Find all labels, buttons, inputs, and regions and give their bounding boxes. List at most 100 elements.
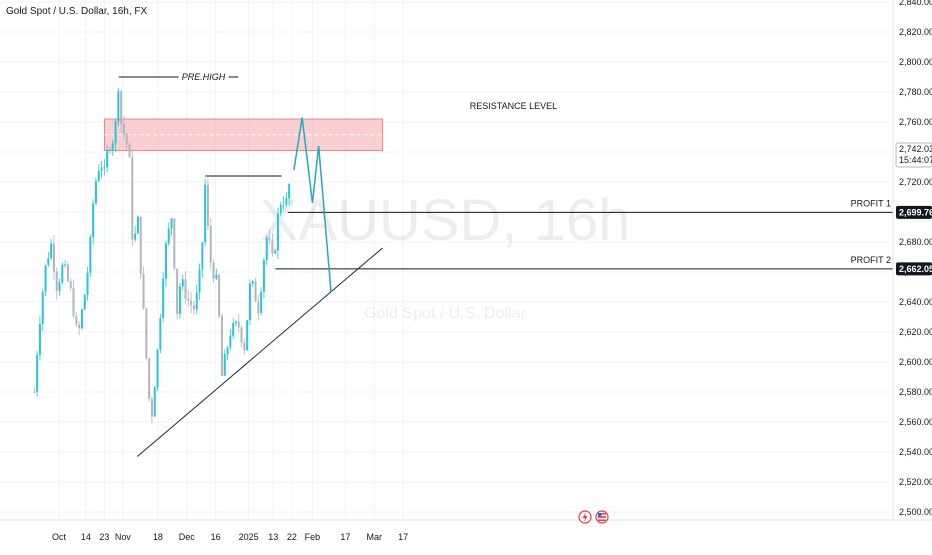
drawing-labels: PRE.HIGH RESISTANCE LEVEL PROFIT 1 PROFI… [182, 72, 891, 265]
candle-body [176, 268, 179, 314]
time-tick-label: 18 [153, 532, 163, 542]
candle-body [209, 225, 212, 263]
price-tick-label: 2,840.00 [899, 0, 932, 7]
candle-body [170, 218, 173, 229]
price-tick-label: 2,800.00 [899, 57, 932, 67]
candle-body [184, 279, 187, 299]
event-icons[interactable] [578, 510, 609, 524]
candle-body [251, 281, 254, 284]
candle-body [162, 278, 165, 318]
candle-body [226, 347, 229, 355]
candle-body [187, 298, 190, 301]
candle-body [66, 264, 69, 282]
candle-body [61, 264, 64, 283]
candle-body [50, 243, 53, 259]
candle-body [78, 324, 81, 329]
candle-body [64, 264, 67, 266]
time-tick-label: Feb [305, 532, 321, 542]
candle-body [145, 308, 148, 359]
price-tick-label: 2,580.00 [899, 387, 932, 397]
candle-body [265, 237, 268, 260]
candle-body [153, 387, 156, 417]
profit2-label: PROFIT 2 [851, 255, 891, 265]
candle-body [122, 123, 125, 134]
candle-body [134, 233, 137, 240]
candle-body [92, 203, 95, 238]
price-tick-label: 2,620.00 [899, 327, 932, 337]
candle-body [243, 342, 246, 351]
candle-body [41, 291, 44, 324]
candle-body [117, 91, 120, 121]
candle-body [131, 157, 134, 240]
candle-body [248, 283, 251, 321]
price-axis[interactable]: 2,500.00 2,520.00 2,540.00 2,560.00 2,580.00… [892, 0, 932, 520]
time-axis[interactable]: Oct 14 23 Nov 18 Dec 16 2025 13 22 Feb 17 Mar 17 [0, 519, 932, 550]
time-tick-label: Dec [179, 532, 196, 542]
profit1-price-badge [896, 205, 932, 219]
candle-body [156, 349, 159, 388]
pre-high-label: PRE.HIGH [182, 72, 226, 82]
projected-path [293, 117, 332, 292]
candle-body [268, 237, 271, 241]
price-tick-label: 2,600.00 [899, 357, 932, 367]
candle-body [229, 335, 232, 348]
candle-body [260, 291, 263, 314]
candle-body [136, 216, 139, 234]
us-flag-icon[interactable] [595, 510, 609, 524]
candle-body [240, 327, 243, 343]
time-tick-label: 22 [287, 532, 297, 542]
watermark: XAUUSD, 16h Gold Spot / U.S. Dollar [260, 188, 631, 322]
ascending-trendline [137, 247, 383, 457]
candle-body [167, 228, 170, 244]
profit1-price-value: 2,699.76 [899, 207, 932, 217]
candle-body [223, 354, 226, 376]
candle-body [111, 143, 114, 150]
time-tick-label: 13 [268, 532, 278, 542]
price-tick-label: 2,820.00 [899, 27, 932, 37]
candle-body [246, 320, 249, 351]
candle-body [232, 323, 235, 336]
watermark-description: Gold Spot / U.S. Dollar [364, 305, 527, 322]
symbol-title[interactable]: Gold Spot / U.S. Dollar, 16h, FX [6, 6, 148, 17]
lightning-icon[interactable] [578, 510, 592, 524]
time-tick-label: 23 [99, 532, 109, 542]
candle-body [276, 213, 279, 251]
countdown-timer: 15:44:07 [899, 155, 932, 165]
time-tick-label: 17 [398, 532, 408, 542]
candle-body [125, 133, 128, 144]
pre-high-label-bg [178, 72, 229, 81]
candle-body [254, 281, 257, 302]
candle-body [55, 271, 58, 291]
candle-body [139, 216, 142, 274]
drawings[interactable] [118, 72, 893, 457]
candle-body [148, 358, 151, 400]
candle-body [198, 269, 201, 293]
time-tick-label: Oct [52, 532, 67, 542]
candle-body [173, 218, 176, 269]
candle-body [106, 150, 109, 168]
candle-body [100, 167, 103, 171]
candle-body [38, 323, 41, 356]
candle-body [195, 292, 198, 310]
resistance-label: RESISTANCE LEVEL [470, 101, 557, 111]
profit1-label: PROFIT 1 [851, 198, 891, 208]
candle-body [282, 204, 285, 206]
resistance-zone[interactable] [103, 118, 383, 151]
candle-body [212, 262, 215, 279]
price-tick-label: 2,720.00 [899, 177, 932, 187]
candle-body [164, 243, 167, 279]
candle-body [159, 317, 162, 350]
candle-body [285, 198, 288, 205]
grid-layer [0, 0, 893, 520]
candle-body [220, 316, 223, 376]
candle-body [52, 243, 55, 272]
candle-body [274, 250, 277, 254]
candle-body [108, 149, 111, 151]
candle-body [262, 259, 265, 292]
candle-body [83, 294, 86, 310]
price-tick-label: 2,760.00 [899, 117, 932, 127]
time-tick-label: Mar [366, 532, 382, 542]
current-price-value: 2,742.03 [899, 144, 932, 154]
